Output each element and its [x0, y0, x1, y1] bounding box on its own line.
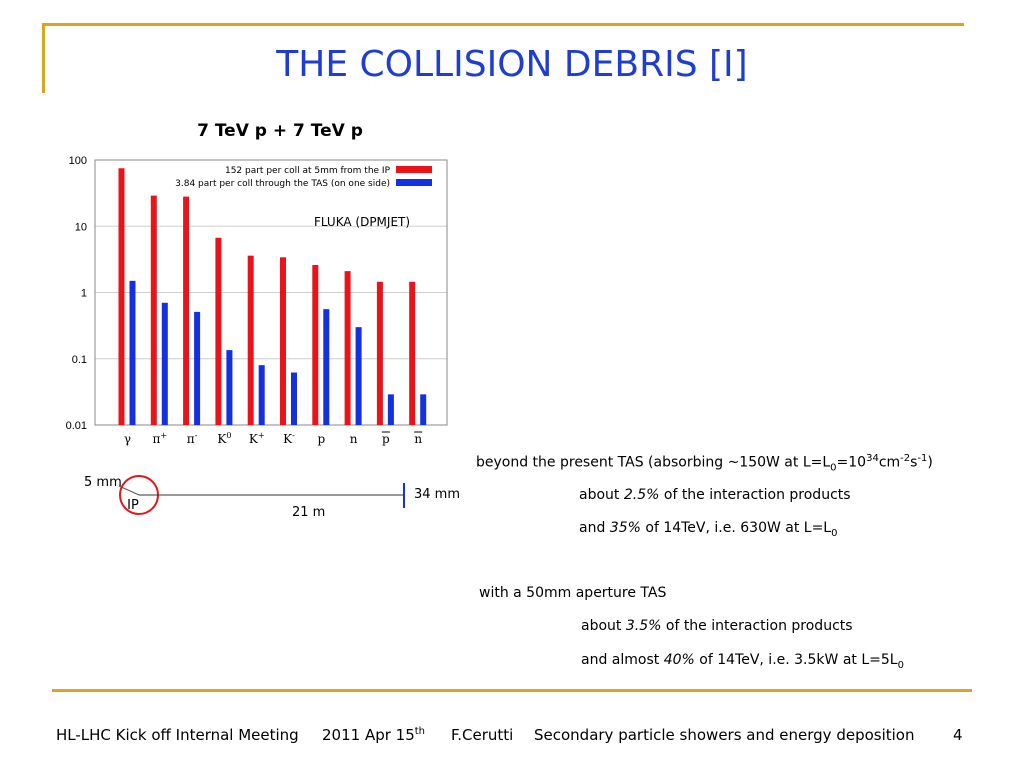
bar-tas-2 [194, 311, 201, 425]
title-frame-left-rule [42, 23, 45, 93]
x-tick-label: n [350, 432, 358, 446]
bar-tas-5 [291, 372, 297, 425]
bar-ip-9 [409, 281, 416, 425]
bar-tas-9 [420, 394, 427, 425]
bar-tas-3 [226, 350, 233, 425]
x-tick-label: n [414, 432, 422, 446]
x-tick-label: π- [187, 431, 198, 446]
footer-rule [52, 689, 972, 692]
legend-swatch-series-1 [396, 166, 432, 173]
footer-meeting: HL-LHC Kick off Internal Meeting [56, 726, 299, 744]
x-tick-label: K+ [249, 431, 265, 446]
note-line-1: beyond the present TAS (absorbing ~150W … [476, 453, 933, 474]
legend-label-series-1: 152 part per coll at 5mm from the IP [225, 166, 391, 176]
bar-tas-7 [355, 327, 362, 425]
distance-label: 21 m [292, 505, 325, 520]
legend-swatch-series-2 [396, 179, 432, 186]
y-tick-label: 0.1 [72, 354, 87, 366]
y-tick-label: 1 [81, 288, 87, 300]
x-tick-label: K- [283, 431, 295, 446]
bar-ip-0 [118, 168, 125, 425]
bar-ip-1 [150, 195, 157, 425]
note-line-3: and 35% of 14TeV, i.e. 630W at L=L0 [579, 520, 838, 539]
note-line-4: with a 50mm aperture TAS [479, 585, 667, 601]
footer-author: F.Cerutti [451, 726, 514, 744]
title-frame-top-rule [42, 23, 964, 26]
chart-title: 7 TeV p + 7 TeV p [197, 121, 363, 141]
chart-annotation: FLUKA (DPMJET) [314, 215, 410, 229]
note-line-6: and almost 40% of 14TeV, i.e. 3.5kW at L… [581, 652, 904, 671]
footer-page-number: 4 [953, 726, 963, 744]
y-tick-label: 100 [69, 155, 87, 167]
legend-label-series-2: 3.84 part per coll through the TAS (on o… [175, 179, 390, 189]
bar-ip-3 [215, 237, 222, 425]
note-line-2: about 2.5% of the interaction products [579, 487, 851, 503]
bar-ip-6 [312, 265, 319, 425]
chart-x-labels: γ π+ π- K0 K+ K-p n p n [124, 431, 422, 446]
slide-title: THE COLLISION DEBRIS [I] [276, 44, 748, 85]
aperture-label: 34 mm [414, 487, 460, 502]
bar-ip-8 [376, 281, 383, 425]
bar-tas-4 [258, 365, 265, 425]
bar-ip-7 [344, 271, 351, 425]
bar-tas-6 [323, 309, 330, 425]
bar-tas-0 [129, 280, 136, 425]
ip-tas-geometry-diagram: IP 5 mm 21 m 34 mm [84, 475, 460, 520]
x-tick-label: K0 [217, 431, 231, 446]
bar-ip-4 [247, 255, 254, 425]
chart-legend: 152 part per coll at 5mm from the IP 3.8… [175, 166, 432, 189]
bar-ip-2 [183, 196, 190, 425]
x-tick-label: γ [124, 432, 131, 446]
chart-y-ticks: 100 10 1 0.1 0.01 [66, 155, 87, 432]
footer-topic: Secondary particle showers and energy de… [534, 726, 915, 744]
ip-label: IP [127, 498, 139, 513]
chart-bars [118, 168, 427, 425]
x-tick-label: p [317, 432, 325, 446]
footer-date: 2011 Apr 15th [322, 726, 426, 744]
radius-label: 5 mm [84, 475, 122, 490]
radius-line [118, 485, 140, 496]
x-tick-label: π+ [153, 431, 168, 446]
chart-frame [94, 159, 448, 426]
y-tick-label: 10 [75, 221, 87, 233]
note-line-5: about 3.5% of the interaction products [581, 618, 853, 634]
y-tick-label: 0.01 [66, 420, 87, 432]
x-tick-label: p [382, 432, 390, 446]
bar-tas-1 [161, 302, 168, 425]
chart-grid [95, 225, 447, 360]
bar-chart: 100 10 1 0.1 0.01 γ π+ π- K0 K+ K-p n p n 152 part p… [66, 155, 448, 446]
bar-ip-5 [280, 257, 286, 425]
bar-tas-8 [387, 394, 394, 425]
